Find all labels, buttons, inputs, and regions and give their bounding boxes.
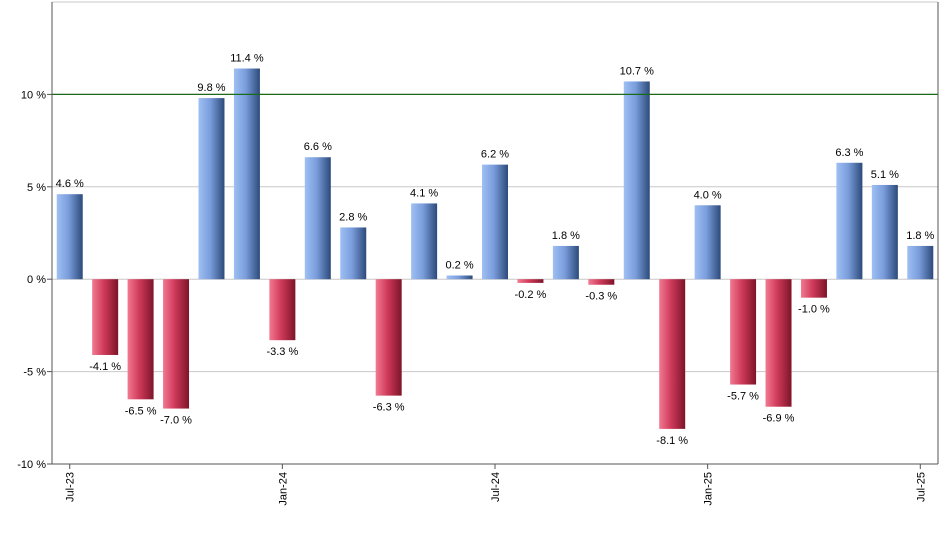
x-tick-label: Jul-23 bbox=[65, 472, 77, 502]
x-tick-label: Jul-25 bbox=[915, 472, 927, 502]
y-tick-label: 5 % bbox=[27, 182, 46, 194]
data-label: 4.6 % bbox=[56, 178, 84, 190]
bar bbox=[304, 157, 331, 280]
data-label: -0.3 % bbox=[585, 291, 617, 303]
data-label: -5.7 % bbox=[727, 391, 759, 403]
x-tick-label: Jan-25 bbox=[703, 472, 715, 506]
data-label: 9.8 % bbox=[197, 82, 225, 94]
bar bbox=[163, 279, 190, 409]
y-tick-label: 0 % bbox=[27, 274, 46, 286]
bar bbox=[411, 203, 438, 280]
data-label: 4.1 % bbox=[410, 187, 438, 199]
y-tick-label: -5 % bbox=[23, 367, 46, 379]
data-label: 1.8 % bbox=[906, 230, 934, 242]
data-label: -6.3 % bbox=[373, 402, 405, 414]
data-label: -6.9 % bbox=[763, 413, 795, 425]
bar bbox=[907, 245, 934, 280]
bar bbox=[198, 98, 225, 280]
bar bbox=[340, 227, 367, 280]
bar bbox=[92, 279, 119, 355]
bar bbox=[269, 279, 296, 341]
bar bbox=[56, 194, 83, 280]
bar bbox=[375, 279, 402, 396]
data-label: -7.0 % bbox=[160, 415, 192, 427]
data-label: 2.8 % bbox=[339, 211, 367, 223]
bar bbox=[552, 245, 579, 280]
bar bbox=[659, 279, 686, 429]
axes: 10 % 5 % 0 % -5 % -10 % Jul-23 Jan-24 Jul-24 Jan… bbox=[17, 2, 939, 506]
data-label: -6.5 % bbox=[125, 405, 157, 417]
data-label: -1.0 % bbox=[798, 304, 830, 316]
y-tick-label: 10 % bbox=[21, 89, 46, 101]
data-label: 6.2 % bbox=[481, 149, 509, 161]
bar bbox=[871, 184, 898, 280]
bar bbox=[588, 279, 615, 285]
x-tick-label: Jan-24 bbox=[277, 472, 289, 506]
bar bbox=[446, 275, 473, 280]
bar bbox=[765, 279, 792, 407]
data-label: -3.3 % bbox=[266, 346, 298, 358]
bar bbox=[127, 279, 154, 400]
bar bbox=[517, 279, 544, 283]
data-labels: 4.6 % -4.1 % -6.5 %-7.0 % 9.8 % 11.4 % -3.3 %… bbox=[56, 53, 935, 447]
bar bbox=[233, 68, 260, 280]
data-label: -0.2 % bbox=[515, 289, 547, 301]
data-label: 6.6 % bbox=[304, 141, 332, 153]
data-label: -4.1 % bbox=[89, 361, 121, 373]
data-label: 11.4 % bbox=[230, 53, 264, 65]
data-label: 1.8 % bbox=[552, 230, 580, 242]
bar bbox=[623, 81, 650, 280]
y-tick-label: -10 % bbox=[17, 459, 46, 471]
bar bbox=[482, 164, 508, 280]
data-label: 4.0 % bbox=[694, 189, 722, 201]
bar bbox=[800, 279, 827, 298]
bar bbox=[836, 162, 863, 280]
data-label: 0.2 % bbox=[445, 260, 473, 272]
bar bbox=[694, 205, 721, 280]
data-label: -8.1 % bbox=[656, 435, 688, 447]
bars bbox=[52, 68, 938, 429]
data-label: 6.3 % bbox=[835, 147, 863, 159]
data-label: 5.1 % bbox=[871, 169, 899, 181]
x-tick-label: Jul-24 bbox=[490, 472, 502, 502]
data-label: 10.7 % bbox=[620, 65, 654, 77]
bar bbox=[730, 279, 757, 385]
